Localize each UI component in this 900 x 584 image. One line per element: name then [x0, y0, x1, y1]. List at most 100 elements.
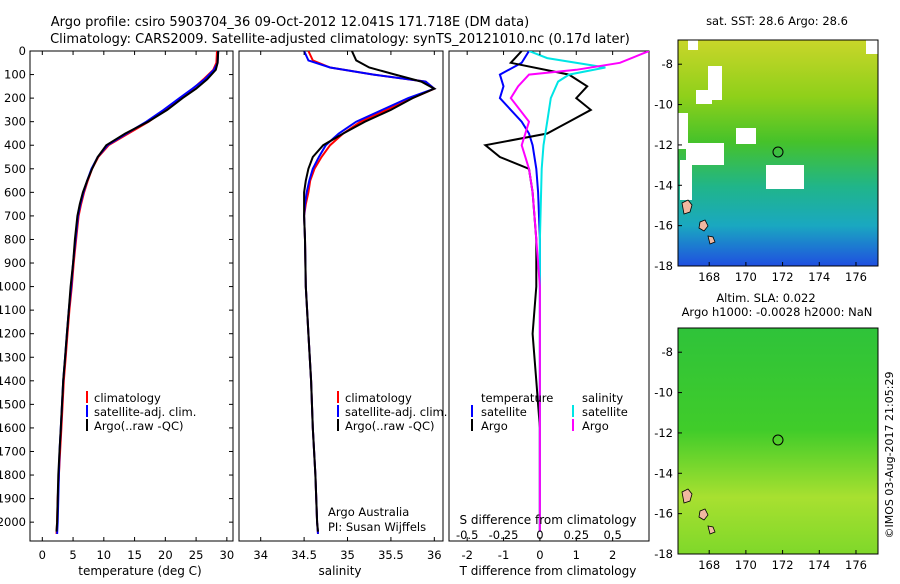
depth-tick-label: 0 — [19, 44, 26, 58]
depth-tick-label: 1200 — [0, 327, 26, 341]
lat-tick-label: -8 — [662, 57, 673, 71]
depth-tick-label: 1300 — [0, 350, 26, 364]
lat-tick-label: -10 — [654, 386, 673, 400]
x-tick-label: 34.5 — [291, 548, 317, 562]
series-line — [55, 51, 220, 532]
legend-label-salinity-argo: Argo — [582, 419, 609, 433]
series-line — [56, 51, 220, 534]
sst-map-frame — [677, 39, 879, 267]
depth-tick-label: 100 — [4, 68, 26, 82]
lat-tick-label: -12 — [654, 426, 673, 440]
lat-tick-label: -18 — [654, 259, 673, 273]
difference-legend: temperature salinity satellite Argo sate… — [471, 391, 628, 433]
lon-tick-label: 174 — [808, 558, 830, 572]
salinity-x-axis: 34 34.5 35 35.5 36 — [253, 51, 442, 562]
x-tick-label: 35 — [340, 548, 355, 562]
depth-tick-label: 300 — [4, 115, 26, 129]
x-tick-label: 1 — [573, 548, 580, 562]
x-tick-label: -1 — [498, 548, 509, 562]
s-tick-label: 0 — [536, 528, 543, 542]
depth-tick-label: 800 — [4, 232, 26, 246]
sst-map-axes: -8 -10 -12 -14 -16 -18 168 170 172 174 176 — [654, 57, 867, 284]
legend-label-argo: Argo(..raw -QC) — [94, 419, 184, 433]
temperature-x-axis: 0 5 10 15 20 25 30 — [39, 51, 234, 562]
salinity-panel — [238, 50, 444, 542]
series-line — [303, 51, 437, 534]
series-line — [303, 51, 437, 534]
sla-field — [678, 328, 878, 554]
lat-tick-label: -10 — [654, 98, 673, 112]
s-tick-label: 0.5 — [603, 528, 621, 542]
sst-map: -8 -10 -12 -14 -16 -18 168 170 172 174 176 — [654, 39, 879, 284]
depth-tick-label: 900 — [4, 256, 26, 270]
s-tick-label: -0.25 — [489, 528, 519, 542]
depth-tick-label: 1600 — [0, 421, 26, 435]
series-line — [498, 51, 541, 532]
sla-map-title-line2: Argo h1000: -0.0028 h2000: NaN — [682, 305, 873, 319]
difference-lines — [483, 51, 649, 532]
depth-tick-label: 2000 — [0, 515, 26, 529]
sla-map: -8 -10 -12 -14 -16 -18 168 170 172 174 176 — [654, 327, 879, 572]
depth-axis: 0 100 200 300 400 500 600 700 800 900 1000 1100 1200… — [0, 44, 233, 529]
depth-tick-label: 1700 — [0, 444, 26, 458]
depth-tick-label: 600 — [4, 185, 26, 199]
x-tick-label: 36 — [427, 548, 442, 562]
difference-panel — [448, 50, 650, 542]
legend-heading-temperature: temperature — [481, 391, 553, 405]
sst-coastline — [681, 199, 716, 245]
lat-tick-label: -14 — [654, 178, 673, 192]
x-tick-label: -2 — [461, 548, 472, 562]
series-line — [303, 51, 437, 532]
s-tick-label: 0.25 — [563, 528, 589, 542]
sst-cloud-mask — [678, 40, 878, 200]
lat-tick-label: -16 — [654, 219, 673, 233]
lon-tick-label: 176 — [845, 558, 867, 572]
x-tick-label: 20 — [158, 548, 173, 562]
legend-label-satellite: satellite-adj. clim. — [94, 405, 196, 419]
depth-tick-label: 1400 — [0, 374, 26, 388]
imos-credit: ©IMOS 03-Aug-2017 21:05:29 — [883, 372, 896, 539]
lon-tick-label: 170 — [735, 270, 757, 284]
lon-tick-label: 168 — [698, 558, 720, 572]
pi-label: PI: Susan Wijffels — [328, 520, 426, 534]
figure-title-line2: Climatology: CARS2009. Satellite-adjuste… — [50, 32, 630, 47]
depth-tick-label: 200 — [4, 91, 26, 105]
series-line — [55, 51, 218, 534]
lon-tick-label: 170 — [735, 558, 757, 572]
temperature-panel — [29, 50, 234, 542]
legend-label-argo: Argo(..raw -QC) — [345, 419, 435, 433]
sla-coastline — [681, 488, 716, 535]
lon-tick-label: 172 — [772, 558, 794, 572]
legend-label-satellite: satellite-adj. clim. — [345, 405, 447, 419]
series-line — [483, 51, 593, 532]
legend-label-climatology: climatology — [345, 391, 412, 405]
depth-tick-label: 500 — [4, 162, 26, 176]
lon-tick-label: 176 — [845, 270, 867, 284]
lat-tick-label: -16 — [654, 507, 673, 521]
lon-tick-label: 168 — [698, 270, 720, 284]
x-tick-label: 0 — [536, 548, 543, 562]
lon-tick-label: 172 — [772, 270, 794, 284]
depth-tick-label: 1000 — [0, 280, 26, 294]
legend-label-temperature-satellite: satellite — [481, 405, 527, 419]
sst-float-marker — [772, 146, 784, 158]
temperature-legend: climatology satellite-adj. clim. Argo(..… — [86, 391, 196, 433]
lat-tick-label: -12 — [654, 138, 673, 152]
salinity-lines — [303, 51, 437, 534]
x-tick-label: 5 — [69, 548, 76, 562]
legend-heading-salinity: salinity — [582, 391, 623, 405]
lat-tick-label: -14 — [654, 466, 673, 480]
depth-tick-label: 700 — [4, 209, 26, 223]
salinity-axis-label: salinity — [318, 564, 361, 578]
legend-label-salinity-satellite: satellite — [582, 405, 628, 419]
series-line — [509, 51, 649, 532]
depth-tick-label: 1100 — [0, 303, 26, 317]
sla-map-title-line1: Altim. SLA: 0.022 — [716, 291, 815, 305]
x-tick-label: 2 — [609, 548, 616, 562]
depth-tick-label: 400 — [4, 138, 26, 152]
difference-x-axis: -2 -1 0 1 2 -0.5 -0.25 0 0.25 0.5 — [456, 51, 622, 562]
temperature-axis-label: temperature (deg C) — [78, 564, 201, 578]
legend-label-climatology: climatology — [94, 391, 161, 405]
sla-map-axes: -8 -10 -12 -14 -16 -18 168 170 172 174 176 — [654, 345, 867, 572]
